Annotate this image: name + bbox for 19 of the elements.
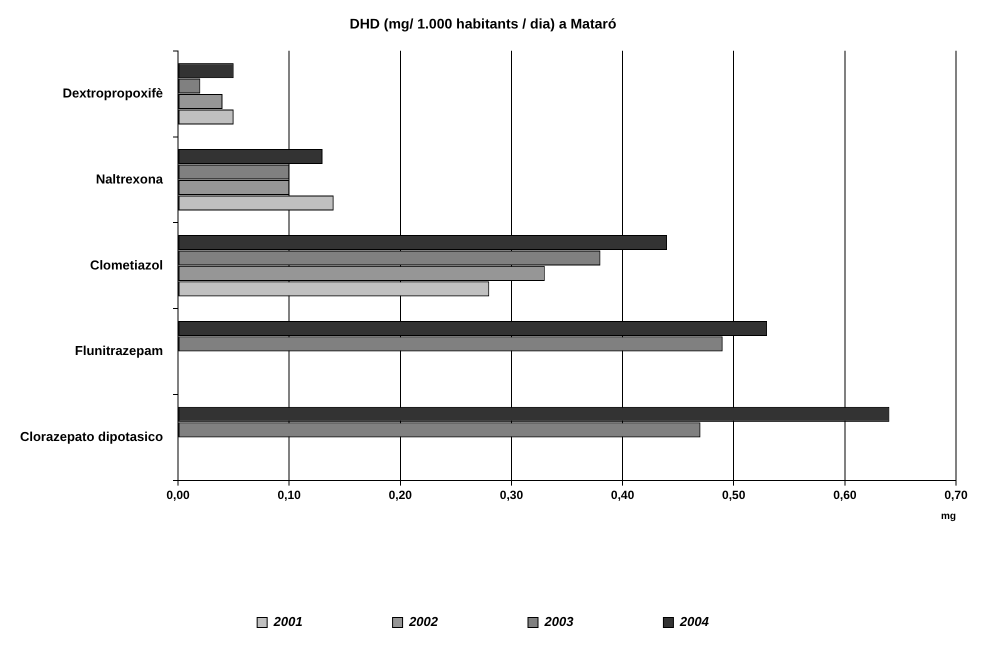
x-tick-label: 0,70 bbox=[944, 488, 968, 502]
x-tick-label: 0,00 bbox=[166, 488, 190, 502]
legend-label: 2001 bbox=[272, 614, 303, 630]
x-axis-title: mg bbox=[941, 510, 956, 522]
x-tick-label: 0,60 bbox=[833, 488, 857, 502]
y-tick-label: Flunitrazepam bbox=[74, 343, 164, 358]
y-tick-label: Clorazepato dipotasico bbox=[20, 429, 164, 444]
y-tick-label: Dextropropoxifè bbox=[62, 85, 164, 100]
x-tick-label: 0,30 bbox=[500, 488, 524, 502]
x-tick-label: 0,50 bbox=[722, 488, 746, 502]
chart-title: DHD (mg/ 1.000 habitants / dia) a Mataró bbox=[350, 15, 616, 32]
x-tick-label: 0,20 bbox=[388, 488, 412, 502]
legend-label: 2002 bbox=[408, 614, 439, 630]
x-tick-label: 0,40 bbox=[610, 488, 635, 502]
y-tick-label: Naltrexona bbox=[96, 171, 164, 186]
x-tick-label: 0,10 bbox=[277, 488, 302, 502]
legend-label: 2004 bbox=[678, 614, 710, 630]
legend-label: 2003 bbox=[544, 614, 574, 630]
y-tick-label: Clometiazol bbox=[90, 257, 164, 272]
